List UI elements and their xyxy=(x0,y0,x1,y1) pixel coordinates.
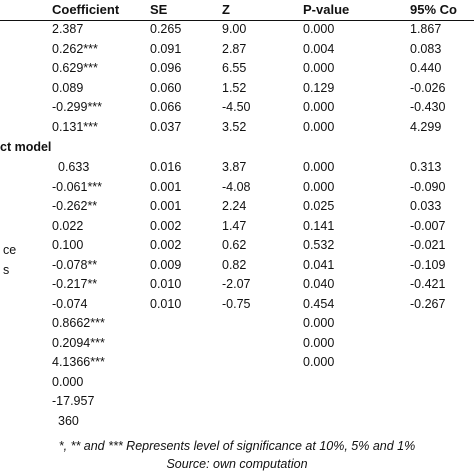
cell-ci: 0.440 xyxy=(410,61,442,75)
cell-se: 0.009 xyxy=(150,257,182,272)
cell-pvalue: 0.041 xyxy=(303,257,335,272)
cell-z: -4.08 xyxy=(222,179,251,194)
cell-coefficient: -0.078** xyxy=(52,257,98,272)
cell-ci: -0.090 xyxy=(410,179,446,194)
header-ci: 95% Co xyxy=(410,2,457,17)
cell-coefficient: -0.299*** xyxy=(52,100,103,114)
cell-ci: 1.867 xyxy=(410,22,442,36)
cell-coefficient: -0.074 xyxy=(52,296,88,311)
cell-pvalue: 0.004 xyxy=(303,41,335,56)
cell-z: -4.50 xyxy=(222,100,251,114)
cell-z: -2.07 xyxy=(222,277,251,291)
header-coefficient: Coefficient xyxy=(52,2,120,17)
cell-pvalue: 0.040 xyxy=(303,277,335,291)
side-label: s xyxy=(3,263,10,277)
cell-pvalue: 0.532 xyxy=(303,238,335,252)
cell-se: 0.010 xyxy=(150,277,182,291)
cell-z: 0.62 xyxy=(222,238,247,252)
source-note: Source: own computation xyxy=(166,457,308,471)
cell-pvalue: 0.000 xyxy=(303,335,335,350)
cell-ci: -0.021 xyxy=(410,238,446,252)
cell-ci: -0.007 xyxy=(410,218,446,233)
cell-se: 0.002 xyxy=(150,218,182,233)
cell-z: 0.82 xyxy=(222,257,247,272)
cell-ci: -0.026 xyxy=(410,80,446,95)
cell-ci: -0.421 xyxy=(410,277,446,291)
cell-coefficient: 4.1366*** xyxy=(52,355,105,369)
cell-coefficient: 0.262*** xyxy=(52,41,98,56)
cell-coefficient: 0.633 xyxy=(58,160,90,174)
cell-pvalue: 0.454 xyxy=(303,296,335,311)
cell-coefficient: 0.000 xyxy=(52,374,84,389)
cell-ci: -0.109 xyxy=(410,257,446,272)
cell-coefficient: -0.262** xyxy=(52,199,98,213)
cell-coefficient: -0.217** xyxy=(52,277,98,291)
cell-se: 0.001 xyxy=(150,199,182,213)
cell-z: 3.87 xyxy=(222,160,247,174)
cell-ci: 0.313 xyxy=(410,160,442,174)
cell-pvalue: 0.000 xyxy=(303,355,335,369)
cell-ci: -0.430 xyxy=(410,100,446,114)
cell-z: 3.52 xyxy=(222,119,247,134)
cell-pvalue: 0.141 xyxy=(303,218,335,233)
cell-z: 1.47 xyxy=(222,218,247,233)
cell-se: 0.016 xyxy=(150,160,182,174)
cell-se: 0.010 xyxy=(150,296,182,311)
cell-ci: -0.267 xyxy=(410,296,446,311)
cell-se: 0.037 xyxy=(150,119,182,134)
header-divider xyxy=(0,20,474,21)
cell-ci: 0.033 xyxy=(410,199,442,213)
header-z: Z xyxy=(222,2,230,17)
cell-pvalue: 0.000 xyxy=(303,22,335,36)
cell-coefficient: 0.100 xyxy=(52,238,84,252)
cell-coefficient: 0.089 xyxy=(52,80,84,95)
cell-z: 6.55 xyxy=(222,61,247,75)
header-pvalue: P-value xyxy=(303,2,350,17)
cell-se: 0.002 xyxy=(150,238,182,252)
cell-pvalue: 0.000 xyxy=(303,61,335,75)
cell-coefficient: 2.387 xyxy=(52,22,84,36)
cell-pvalue: 0.000 xyxy=(303,119,335,134)
cell-z: 2.87 xyxy=(222,41,247,56)
side-label: ce xyxy=(3,243,17,257)
cell-pvalue: 0.000 xyxy=(303,100,335,114)
cell-pvalue: 0.000 xyxy=(303,179,335,194)
cell-coefficient: 0.022 xyxy=(52,218,84,233)
header-se: SE xyxy=(150,2,168,17)
cell-coefficient: 0.8662*** xyxy=(52,316,105,330)
cell-coefficient: -0.061*** xyxy=(52,179,103,194)
cell-se: 0.096 xyxy=(150,61,182,75)
cell-se: 0.060 xyxy=(150,80,182,95)
cell-coefficient: 0.2094*** xyxy=(52,335,105,350)
section-title: ct model xyxy=(0,140,52,154)
cell-se: 0.265 xyxy=(150,22,182,36)
cell-se: 0.066 xyxy=(150,100,182,114)
cell-z: 2.24 xyxy=(222,199,247,213)
cell-ci: 0.083 xyxy=(410,41,442,56)
cell-se: 0.001 xyxy=(150,179,182,194)
cell-z: 9.00 xyxy=(222,22,247,36)
cell-pvalue: 0.000 xyxy=(303,160,335,174)
cell-pvalue: 0.025 xyxy=(303,199,335,213)
cell-z: 1.52 xyxy=(222,80,247,95)
cell-coefficient: 360 xyxy=(58,413,79,428)
cell-z: -0.75 xyxy=(222,296,251,311)
cell-pvalue: 0.000 xyxy=(303,316,335,330)
cell-coefficient: 0.131*** xyxy=(52,119,98,134)
cell-ci: 4.299 xyxy=(410,119,442,134)
cell-coefficient: 0.629*** xyxy=(52,61,98,75)
cell-coefficient: -17.957 xyxy=(52,394,95,408)
cell-se: 0.091 xyxy=(150,41,182,56)
cell-pvalue: 0.129 xyxy=(303,80,335,95)
footnote: *, ** and *** Represents level of signif… xyxy=(58,439,416,453)
